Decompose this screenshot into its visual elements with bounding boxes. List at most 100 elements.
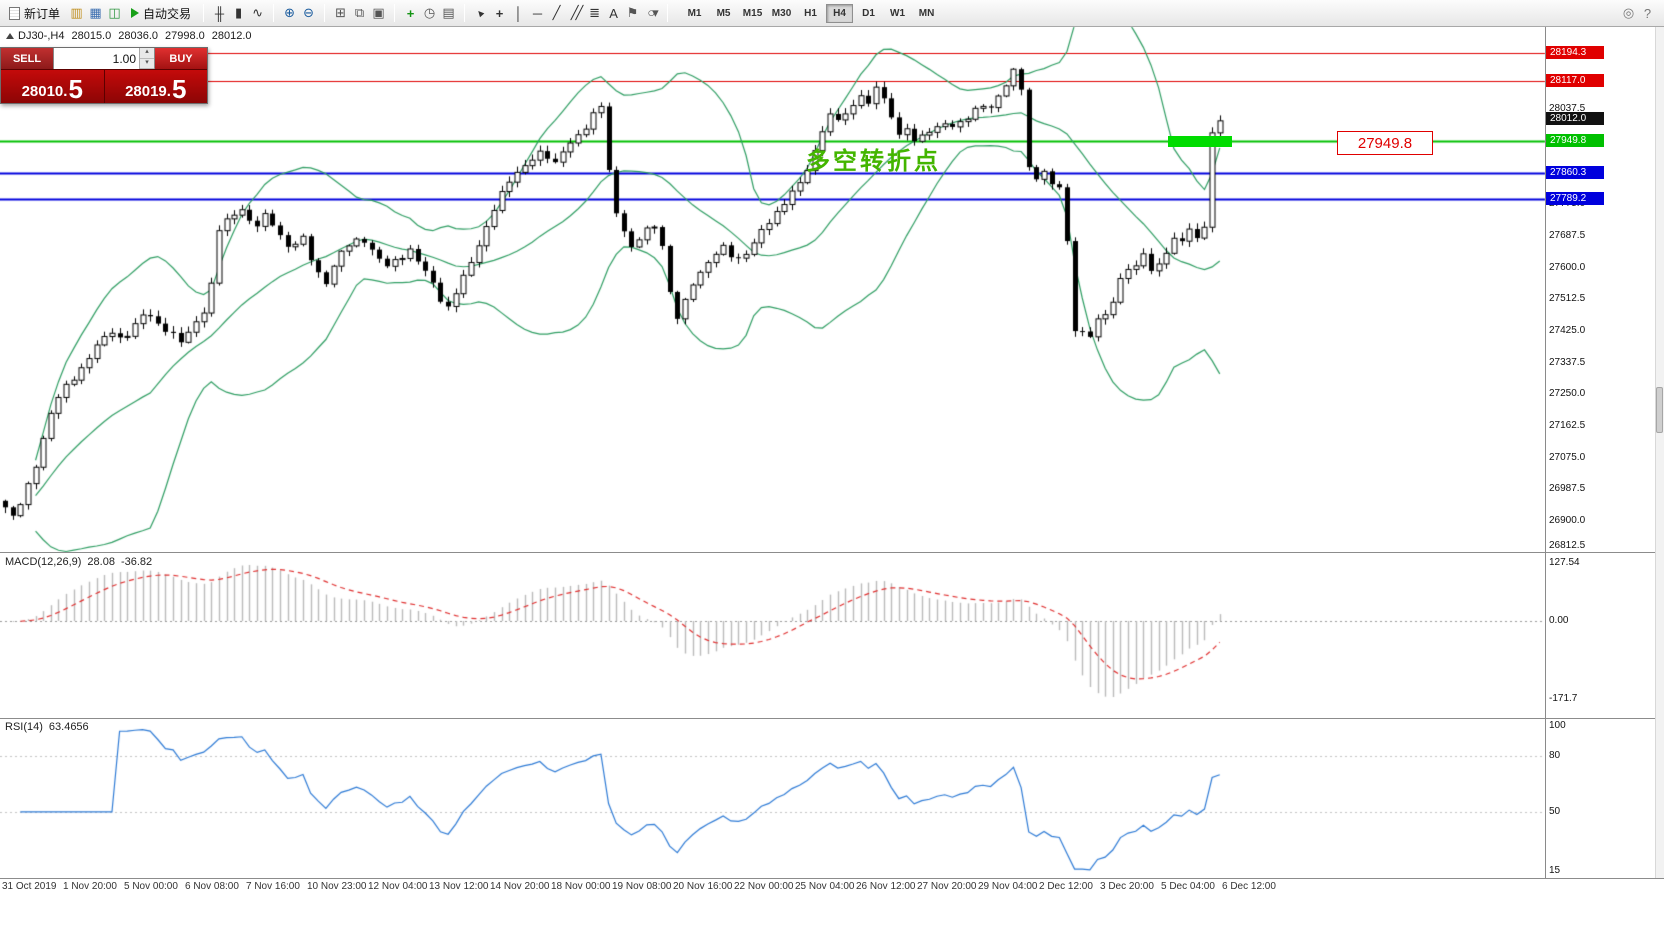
toolbar-separator: [464, 4, 466, 22]
chart-low: 27998.0: [165, 30, 205, 42]
sell-button[interactable]: SELL: [1, 48, 53, 69]
time-axis-label: 1 Nov 20:00: [63, 881, 117, 892]
time-axis-label: 7 Nov 16:00: [246, 881, 300, 892]
autotrade-label: 自动交易: [143, 6, 192, 21]
price-axis-label: 27425.0: [1549, 324, 1586, 336]
timeframe-h4[interactable]: H4: [826, 3, 854, 23]
tile-windows-icon[interactable]: ⊞: [335, 5, 346, 20]
rsi-axis-label: 100: [1549, 720, 1566, 731]
text-icon[interactable]: A: [609, 5, 618, 21]
scrollbar-thumb[interactable]: [1656, 387, 1663, 433]
volume-input[interactable]: [54, 48, 139, 69]
candlestick-icon[interactable]: ▮: [234, 5, 243, 20]
timeframe-m30[interactable]: M30: [771, 7, 792, 19]
shapes-icon[interactable]: ○▾: [647, 5, 658, 20]
macd-value: 28.08: [87, 556, 115, 568]
timeframe-h1[interactable]: H1: [804, 7, 817, 19]
vertical-line-icon[interactable]: │: [514, 5, 523, 21]
volume-increase-button[interactable]: ▴: [140, 48, 154, 59]
pivot-price-callout[interactable]: 27949.8: [1337, 131, 1433, 155]
help-icon[interactable]: ?: [1643, 5, 1652, 21]
price-badge: 27949.8: [1546, 134, 1604, 148]
new-order-icon: [9, 6, 20, 20]
macd-axis-label: 127.54: [1549, 557, 1580, 568]
macd-panel-separator[interactable]: [0, 552, 1664, 553]
periods-icon[interactable]: ◷: [423, 5, 436, 20]
timeframe-m5[interactable]: M5: [716, 7, 731, 19]
autotrade-play-icon: [131, 8, 140, 18]
one-click-trading-panel: SELL ▴ ▾ BUY 28010. 5 28019. 5: [0, 47, 208, 104]
time-axis-label: 6 Dec 12:00: [1222, 881, 1276, 892]
fibonacci-icon[interactable]: ≣: [589, 5, 600, 20]
time-axis-label: 3 Dec 20:00: [1100, 881, 1154, 892]
zoom-out-icon[interactable]: ⊖: [303, 5, 314, 20]
time-axis-label: 25 Nov 04:00: [795, 881, 855, 892]
chart-ohlc-caption: DJ30-,H4 28015.0 28036.0 27998.0 28012.0: [18, 30, 252, 42]
time-axis-label: 5 Dec 04:00: [1161, 881, 1215, 892]
price-axis-divider: [1545, 27, 1546, 878]
time-axis-label: 27 Nov 20:00: [917, 881, 977, 892]
time-axis-label: 18 Nov 00:00: [551, 881, 611, 892]
time-axis-label: 12 Nov 04:00: [368, 881, 428, 892]
timeframe-m1[interactable]: M1: [687, 7, 702, 19]
buy-button[interactable]: BUY: [155, 48, 207, 69]
sell-price[interactable]: 28010. 5: [1, 70, 104, 103]
rsi-pane-label: RSI(14) 63.4656: [5, 721, 89, 733]
time-axis-label: 5 Nov 00:00: [124, 881, 178, 892]
indicators-icon[interactable]: +: [406, 5, 415, 21]
time-axis-label: 22 Nov 00:00: [734, 881, 794, 892]
autotrade-button[interactable]: 自动交易: [125, 2, 197, 24]
timeframe-mn[interactable]: MN: [918, 7, 935, 19]
template-icon[interactable]: ▤: [442, 5, 455, 20]
label-icon[interactable]: ⚑: [626, 5, 639, 20]
timeframe-m15[interactable]: M15: [742, 7, 763, 19]
navigator-icon[interactable]: ◫: [108, 5, 121, 20]
price-badge: 28012.0: [1546, 111, 1604, 125]
price-axis-label: 27250.0: [1549, 388, 1586, 400]
time-axis-label: 13 Nov 12:00: [429, 881, 489, 892]
crosshair-icon[interactable]: +: [495, 5, 504, 21]
bar-chart-icon[interactable]: ╫: [214, 5, 225, 21]
pivot-highlight-marker[interactable]: [1168, 136, 1232, 147]
price-badge: 27789.2: [1546, 192, 1604, 206]
toolbar-right-icon-group: ◎?: [1619, 4, 1657, 23]
zoom-in-icon[interactable]: ⊕: [284, 5, 295, 20]
new-order-button[interactable]: 新订单: [3, 2, 66, 24]
rsi-axis-label: 15: [1549, 865, 1561, 876]
rsi-name: RSI(14): [5, 721, 43, 733]
toolbar-separator: [273, 4, 275, 22]
price-axis-label: 27687.5: [1549, 229, 1586, 241]
price-axis-label: 26812.5: [1549, 540, 1586, 551]
horizontal-line-icon[interactable]: ─: [532, 5, 543, 21]
timeframe-d1[interactable]: D1: [862, 7, 875, 19]
volume-decrease-button[interactable]: ▾: [140, 58, 154, 69]
toolbar-separator: [324, 4, 326, 22]
price-badge: 27860.3: [1546, 166, 1604, 180]
vertical-scrollbar[interactable]: [1655, 27, 1664, 878]
arrange-windows-icon[interactable]: ▣: [372, 5, 385, 20]
price-axis-label: 27075.0: [1549, 451, 1586, 463]
line-chart-icon[interactable]: ∿: [252, 5, 263, 20]
panel-collapse-toggle-icon[interactable]: [6, 33, 14, 39]
search-icon[interactable]: ◎: [1622, 5, 1635, 20]
cascade-windows-icon[interactable]: ⧉: [354, 5, 365, 20]
rsi-value: 63.4656: [48, 721, 89, 733]
channel-icon[interactable]: ╱╱: [570, 5, 584, 20]
rsi-panel-separator[interactable]: [0, 718, 1664, 719]
chart-open: 28015.0: [71, 30, 112, 42]
trendline-icon[interactable]: ╱: [552, 5, 561, 20]
timeframe-w1[interactable]: W1: [890, 7, 906, 19]
time-axis-label: 20 Nov 16:00: [673, 881, 733, 892]
market-watch-icon[interactable]: ▥: [70, 5, 83, 20]
data-window-icon[interactable]: ▦: [89, 5, 102, 20]
chart-symbol: DJ30-,H4: [18, 30, 65, 42]
toolbar-separator: [203, 4, 205, 22]
rsi-axis-label: 50: [1549, 805, 1561, 817]
sell-price-main: 28010.: [21, 83, 68, 100]
time-axis-label: 6 Nov 08:00: [185, 881, 239, 892]
buy-price[interactable]: 28019. 5: [103, 70, 207, 103]
price-badge: 28117.0: [1546, 73, 1604, 87]
price-axis-label: 27600.0: [1549, 261, 1586, 273]
time-axis-label: 26 Nov 12:00: [856, 881, 916, 892]
